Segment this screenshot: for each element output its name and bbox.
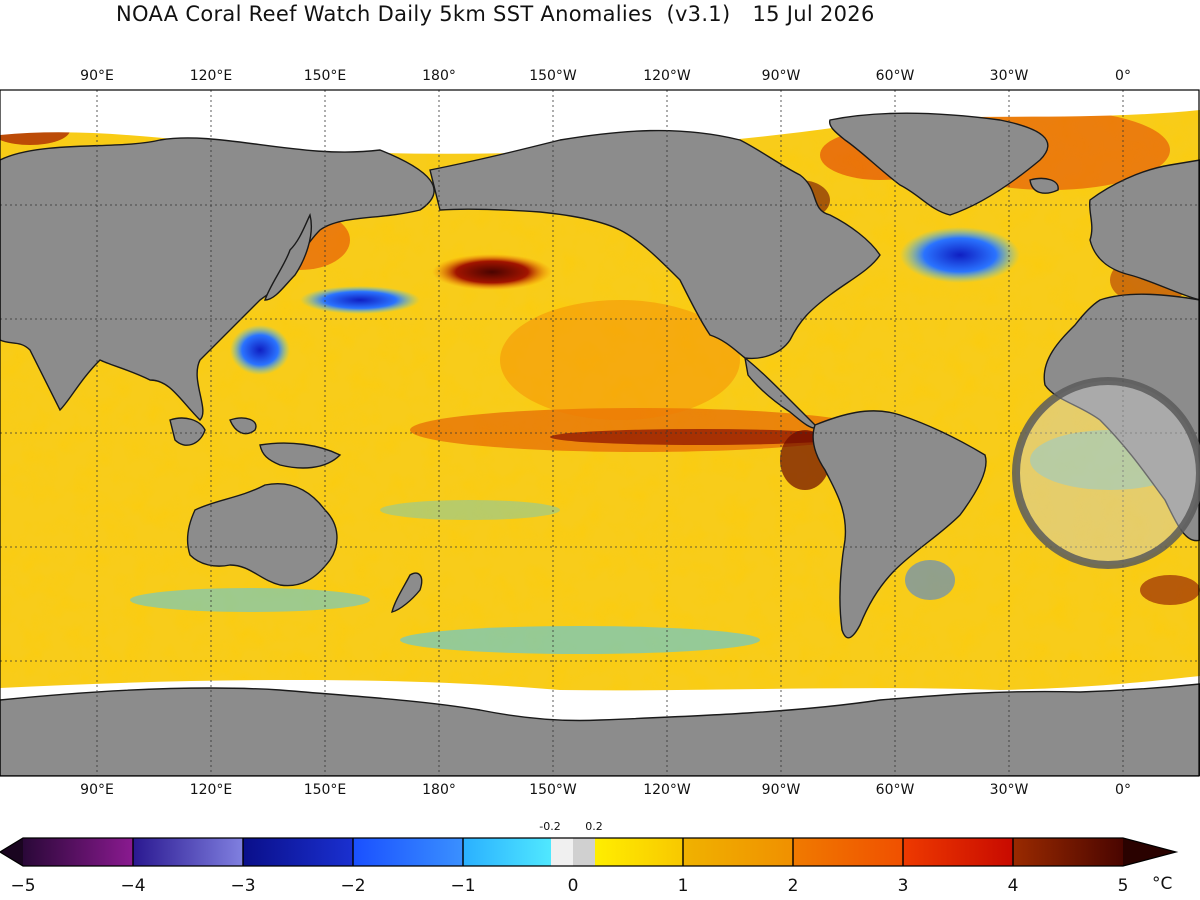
colorbar-tick: 3: [897, 876, 909, 896]
colorbar-unit: °C: [1152, 874, 1173, 894]
colorbar-segment: [1013, 838, 1123, 866]
lon-label: 120°W: [643, 782, 691, 798]
lon-label: 0°: [1115, 68, 1131, 84]
land-asia: [0, 137, 435, 421]
colorbar-segment: [23, 838, 133, 866]
colorbar: [0, 837, 1179, 867]
lon-label: 180°: [422, 68, 456, 84]
graticule: [0, 90, 1200, 776]
sea-ice-north: [0, 90, 1200, 154]
colorbar-tick: −1: [450, 876, 476, 896]
colorbar-tick: −4: [120, 876, 146, 896]
colorbar-tick: −2: [340, 876, 366, 896]
land-masses: [0, 112, 1200, 776]
title-text: NOAA Coral Reef Watch Daily 5km SST Anom…: [116, 2, 731, 26]
title-date: 15 Jul 2026: [752, 2, 875, 26]
land-australia: [186, 483, 338, 587]
land-japan: [264, 212, 312, 301]
colorbar-segment: [243, 838, 353, 866]
colorbar-segment: [793, 838, 903, 866]
colorbar-tick: 1: [677, 876, 689, 896]
land-new-zealand: [391, 572, 423, 613]
colorbar-inner-label: 0.2: [585, 820, 603, 833]
colorbar-tick: 5: [1117, 876, 1129, 896]
colorbar-tick: 0: [567, 876, 579, 896]
lon-label: 90°E: [80, 782, 114, 798]
lon-label: 60°W: [875, 782, 915, 798]
highlight-circle: [1012, 377, 1200, 569]
land-new-guinea: [259, 442, 342, 469]
colorbar-min-arrow: [0, 838, 23, 866]
colorbar-tick: −3: [230, 876, 256, 896]
lon-label: 30°W: [989, 782, 1029, 798]
colorbar-tick: 2: [787, 876, 799, 896]
lon-label: 150°E: [303, 782, 347, 798]
land-north-america: [429, 129, 881, 360]
lon-label: 60°W: [875, 68, 915, 84]
land-europe: [1088, 159, 1200, 301]
map-border: [0, 89, 1200, 777]
lon-label: 120°E: [189, 782, 233, 798]
lon-label: 30°W: [989, 68, 1029, 84]
lon-label: 150°W: [529, 782, 577, 798]
colorbar-neutral: [573, 838, 595, 866]
colorbar-tick: −5: [10, 876, 36, 896]
lon-label: 90°W: [761, 68, 801, 84]
colorbar-tick: 4: [1007, 876, 1019, 896]
colorbar-neutral: [551, 838, 573, 866]
land-sulawesi: [229, 417, 257, 435]
lon-label: 150°E: [303, 68, 347, 84]
land-greenland: [828, 112, 1049, 216]
map-frame: [0, 90, 1200, 776]
colorbar-inner-label: -0.2: [539, 820, 561, 833]
colorbar-segment: [133, 838, 243, 866]
lon-label: 0°: [1115, 782, 1131, 798]
lon-label: 180°: [422, 782, 456, 798]
colorbar-max-arrow: [1123, 838, 1176, 866]
colorbar-segment: [683, 838, 793, 866]
map-title: NOAA Coral Reef Watch Daily 5km SST Anom…: [116, 2, 875, 26]
land-iceland: [1029, 177, 1059, 194]
colorbar-segment: [353, 838, 463, 866]
lon-label: 120°W: [643, 68, 691, 84]
colorbar-dividers: [132, 838, 1014, 866]
land-borneo: [169, 417, 206, 446]
lon-label: 120°E: [189, 68, 233, 84]
lon-label: 150°W: [529, 68, 577, 84]
colorbar-segment: [595, 838, 683, 866]
colorbar-segment: [903, 838, 1013, 866]
land-south-america: [812, 410, 987, 639]
land-antarctica: [0, 683, 1200, 776]
land-africa: [1043, 293, 1200, 542]
colorbar-segment: [463, 838, 551, 866]
sst-anomaly-map: [0, 89, 1200, 777]
lon-label: 90°W: [761, 782, 801, 798]
lon-label: 90°E: [80, 68, 114, 84]
